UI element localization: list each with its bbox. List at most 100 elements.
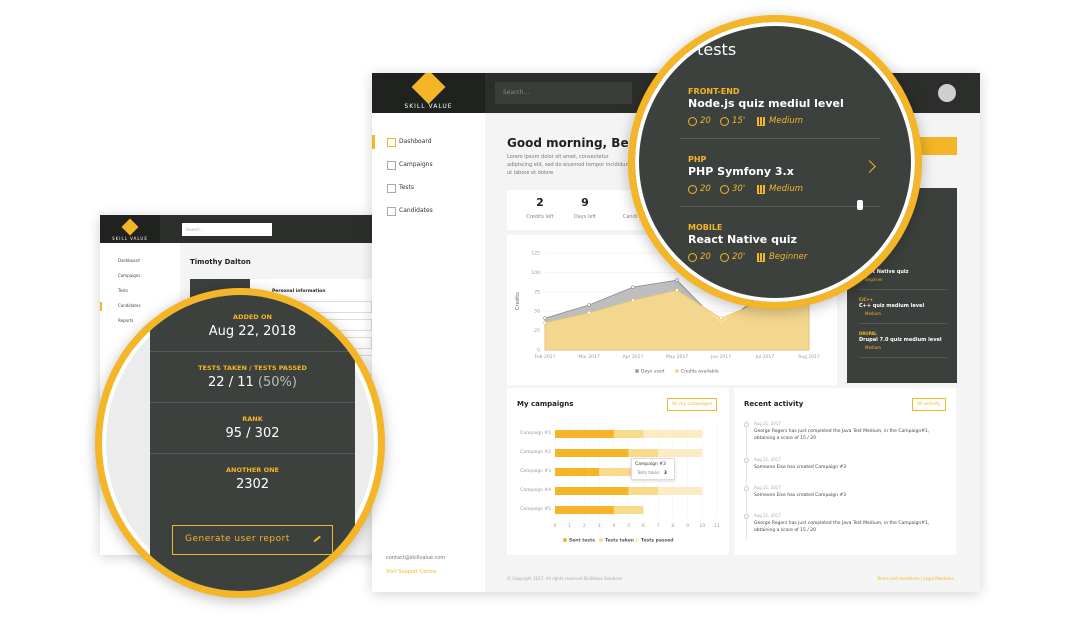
test-questions: 20: [700, 252, 711, 262]
x-tick-label: Mar 2017: [578, 354, 600, 360]
card-button[interactable]: All my campaigns: [667, 398, 718, 411]
divider: [680, 138, 880, 139]
stat-value: Aug 22, 2018: [208, 324, 297, 339]
x-tick-label: 11: [714, 523, 720, 529]
x-tick-label: 0: [554, 523, 557, 529]
bar-segment: [658, 487, 703, 495]
panel-divider: [859, 323, 947, 324]
avatar[interactable]: [938, 84, 956, 102]
y-tick-label: 50: [534, 309, 540, 315]
point: [631, 298, 635, 303]
nav-item[interactable]: Candidates: [399, 207, 433, 214]
x-tick-label: 6: [642, 523, 645, 529]
intro: Lorem ipsum dolor sit amet, consectetur …: [507, 154, 631, 176]
category-label: Campaign #2: [520, 449, 551, 455]
nav-item[interactable]: Tests: [118, 288, 128, 293]
y-tick-label: 0: [537, 348, 540, 354]
nav-item[interactable]: Dashboard: [118, 258, 140, 263]
y-tick-label: 125: [531, 251, 540, 257]
stat-value: 22 / 11: [208, 375, 254, 390]
card-title: My campaigns: [517, 400, 574, 408]
nav-item[interactable]: Candidates: [118, 303, 141, 308]
bar-segment: [613, 430, 644, 438]
nav-item[interactable]: Tests: [399, 184, 414, 191]
chevron[interactable]: [863, 160, 876, 173]
x-tick-label: 10: [699, 523, 705, 529]
x-tick-label: 1: [568, 523, 571, 529]
zoom-title: Top tests: [665, 40, 737, 59]
nav-item[interactable]: Campaigns: [399, 161, 433, 168]
icon-level: [757, 117, 765, 126]
logo-diamond: [121, 218, 139, 236]
tooltip: Campaign #3 Tests taken: 3: [631, 458, 675, 480]
nav-icon: [387, 207, 396, 216]
card-title: Recent activity: [744, 400, 804, 408]
category-label: Campaign #1: [520, 430, 551, 436]
panel-divider: [859, 357, 947, 358]
x-tick-label: Feb 2017: [535, 354, 556, 360]
bar-segment: [628, 449, 659, 457]
logo-mark: SKILL VALUE: [404, 73, 452, 110]
activity-card: Recent activity All activity Aug 21, 2017 G…: [734, 388, 956, 555]
activity-text: Someone Else has created Campaign #3: [754, 465, 847, 470]
legend-swatch: [599, 538, 603, 542]
test-questions: 20: [700, 184, 711, 194]
stat-value: 2: [536, 196, 544, 209]
test-category: FRONT-END: [688, 87, 740, 96]
contact: contact@skillvalue.com: [386, 555, 446, 561]
x-tick-label: Apr 2017: [623, 354, 644, 360]
divider: [150, 351, 355, 352]
category-label: Campaign #5: [520, 506, 551, 512]
panel-category: C/C++: [859, 297, 874, 302]
cursor: [857, 200, 863, 210]
activity-dot: [744, 514, 749, 519]
panel-name: React Native quiz: [859, 269, 909, 275]
y-tick-label: 75: [534, 289, 540, 295]
stat-value-row: 22 / 11 (50%): [150, 375, 355, 390]
profile-summary: ADDED ON Aug 22, 2018 TESTS TAKEN / TESTS …: [150, 295, 355, 591]
footer-link[interactable]: Terms and conditions | Legal Mentions: [877, 576, 954, 581]
card-button[interactable]: All activity: [912, 398, 946, 411]
nav-item[interactable]: Dashboard: [399, 138, 432, 145]
zoom-tests: Top tests FRONT-END Node.js quiz mediul le…: [628, 15, 922, 309]
activity-text: George Rogers has just completed the Jav…: [754, 429, 930, 441]
activity-text: Someone Else has created Campaign #3: [754, 493, 847, 498]
new-campaign-button[interactable]: [917, 137, 957, 155]
icon-time: [720, 253, 729, 262]
test-time: 20': [732, 252, 746, 262]
bar-segment: [555, 449, 629, 457]
icon-time: [720, 117, 729, 126]
area: [544, 289, 810, 351]
report-button[interactable]: Generate user report: [172, 525, 333, 555]
panel-name: C++ quiz medium level: [859, 303, 925, 309]
test-time: 15': [732, 116, 746, 126]
bar-segment: [643, 430, 703, 438]
stat-value: 9: [581, 196, 589, 209]
test-name: PHP Symfony 3.x: [688, 165, 794, 178]
test-name: Node.js quiz mediul level: [688, 97, 844, 110]
support[interactable]: Visit Support Centre: [386, 569, 437, 575]
legend-swatch: [563, 538, 567, 542]
test-questions: 20: [700, 116, 711, 126]
test-time: 30': [732, 184, 746, 194]
bar-segment: [613, 506, 644, 514]
activity-date: Aug 21, 2017: [754, 513, 781, 518]
activity-date: Aug 21, 2017: [754, 485, 781, 490]
stat-value: 95 / 302: [225, 426, 280, 441]
nav-item[interactable]: Campaigns: [118, 273, 141, 278]
search-input[interactable]: Search...: [182, 223, 272, 236]
stat-label: RANK: [242, 415, 263, 423]
tooltip-title: Campaign #3: [635, 462, 666, 467]
nav-active: [372, 135, 375, 149]
nav-active: [100, 302, 102, 311]
nav-item[interactable]: Reports: [118, 318, 134, 323]
logo-text: SKILL VALUE: [404, 103, 452, 110]
legend-swatch: [675, 369, 679, 373]
divider: [150, 453, 355, 454]
greeting: Good morning, Benoit!: [507, 136, 661, 150]
x-tick-label: May 2017: [666, 354, 688, 360]
stat-value-row: 2302: [150, 477, 355, 492]
category-label: Campaign #4: [520, 487, 551, 493]
search-input[interactable]: Search...: [495, 82, 632, 104]
